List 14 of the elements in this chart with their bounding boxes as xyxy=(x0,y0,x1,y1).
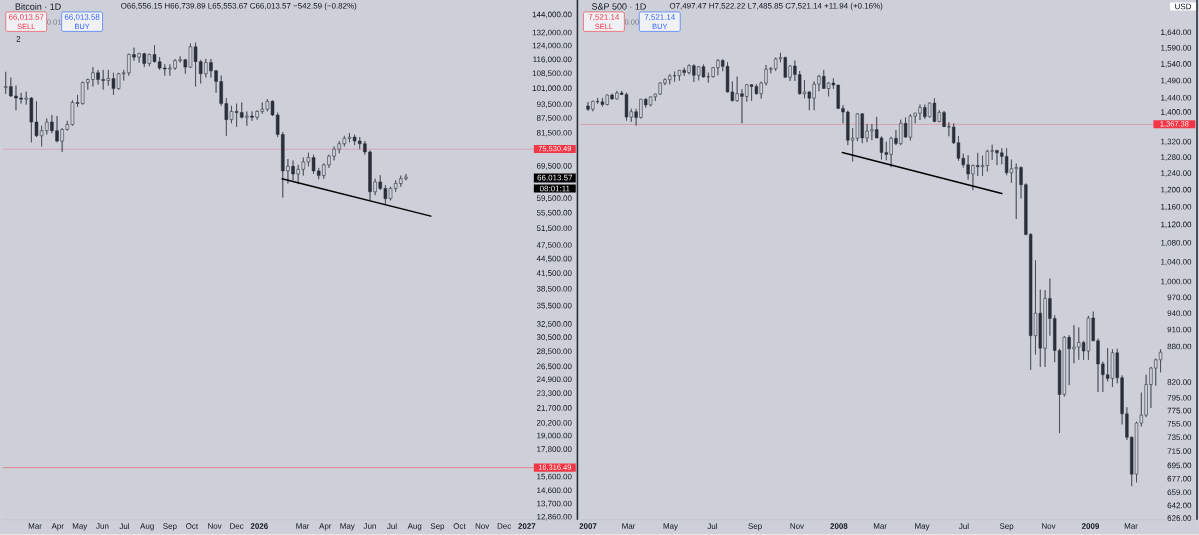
chart-title: S&P 500 · 1D xyxy=(592,3,646,10)
candlestick xyxy=(932,98,937,123)
candlestick xyxy=(672,71,677,83)
candlestick xyxy=(749,83,754,102)
candlestick xyxy=(1110,349,1115,388)
candlestick xyxy=(677,69,682,82)
chart-title: Bitcoin · 1D xyxy=(15,3,61,10)
candlestick xyxy=(773,57,778,72)
candlestick xyxy=(600,97,605,108)
candlestick xyxy=(1086,315,1091,361)
candlestick xyxy=(908,114,913,141)
candlestick xyxy=(701,64,706,79)
candlestick xyxy=(648,96,653,107)
candlestick xyxy=(624,92,629,122)
